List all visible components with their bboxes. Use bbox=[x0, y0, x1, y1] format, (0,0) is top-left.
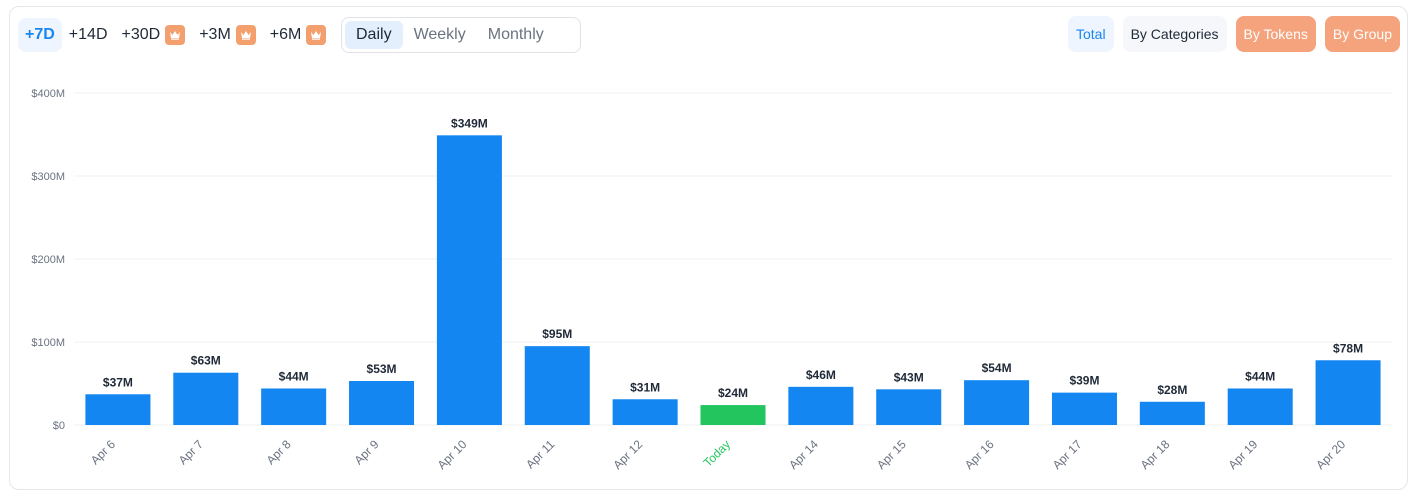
range-14d-button[interactable]: +14D bbox=[62, 18, 115, 52]
range-selector: +7D +14D +30D +3M +6M bbox=[18, 18, 333, 52]
period-monthly-tab[interactable]: Monthly bbox=[487, 26, 544, 43]
bar[interactable] bbox=[1315, 360, 1381, 425]
period-daily-tab[interactable]: Daily bbox=[345, 21, 403, 49]
x-tick-label: Apr 8 bbox=[264, 437, 294, 467]
bar[interactable] bbox=[700, 405, 766, 425]
bar-value-label: $95M bbox=[542, 327, 572, 341]
bar[interactable] bbox=[85, 394, 151, 425]
x-tick-label: Apr 11 bbox=[523, 437, 558, 472]
bar[interactable] bbox=[612, 399, 678, 425]
x-tick-label: Apr 7 bbox=[176, 437, 206, 467]
x-tick-label: Apr 14 bbox=[786, 437, 821, 472]
x-tick-label: Apr 19 bbox=[1225, 437, 1260, 472]
x-tick-label: Apr 12 bbox=[610, 437, 645, 472]
range-label: +3M bbox=[199, 26, 231, 43]
crown-icon bbox=[306, 25, 327, 45]
x-tick-label: Apr 17 bbox=[1050, 437, 1085, 472]
bar[interactable] bbox=[1227, 388, 1293, 425]
bar-value-label: $349M bbox=[451, 116, 488, 130]
bar-value-label: $24M bbox=[718, 386, 748, 400]
bar[interactable] bbox=[436, 135, 502, 425]
view-by-tokens-button[interactable]: By Tokens bbox=[1235, 16, 1316, 52]
bar[interactable] bbox=[524, 346, 590, 425]
y-tick-label: $200M bbox=[31, 254, 65, 266]
x-tick-label: Apr 20 bbox=[1313, 437, 1348, 472]
range-label: +7D bbox=[25, 26, 55, 43]
x-tick-label: Apr 9 bbox=[351, 437, 381, 467]
y-tick-label: $400M bbox=[31, 88, 65, 100]
range-label: +14D bbox=[68, 26, 108, 43]
x-tick-label: Apr 18 bbox=[1138, 437, 1173, 472]
bar[interactable] bbox=[1139, 401, 1205, 425]
bar[interactable] bbox=[788, 386, 854, 425]
x-tick-label: Apr 6 bbox=[88, 437, 118, 467]
bar-value-label: $63M bbox=[191, 354, 221, 368]
bar-value-label: $39M bbox=[1069, 374, 1099, 388]
bar-value-label: $44M bbox=[1245, 369, 1275, 383]
y-tick-label: $100M bbox=[31, 337, 65, 349]
range-7d-button[interactable]: +7D bbox=[18, 18, 62, 52]
bar[interactable] bbox=[1051, 392, 1117, 425]
bar-value-label: $44M bbox=[279, 369, 309, 383]
crown-icon bbox=[235, 25, 256, 45]
period-weekly-tab[interactable]: Weekly bbox=[413, 26, 466, 43]
x-tick-label: Today bbox=[701, 437, 734, 470]
x-tick-label: Apr 15 bbox=[874, 437, 909, 472]
bar-value-label: $46M bbox=[806, 368, 836, 382]
x-tick-label: Apr 16 bbox=[962, 437, 997, 472]
bar[interactable] bbox=[173, 372, 239, 425]
x-tick-label: Apr 10 bbox=[435, 437, 470, 472]
y-tick-label: $0 bbox=[53, 420, 65, 432]
bar[interactable] bbox=[349, 381, 415, 425]
bar[interactable] bbox=[876, 389, 942, 425]
view-by-group-button[interactable]: By Group bbox=[1324, 16, 1400, 52]
range-label: +6M bbox=[269, 26, 302, 43]
view-total-button[interactable]: Total bbox=[1068, 16, 1114, 52]
range-3m-button[interactable]: +3M bbox=[192, 18, 263, 52]
range-label: +30D bbox=[121, 26, 161, 43]
range-6m-button[interactable]: +6M bbox=[263, 18, 334, 52]
bar-value-label: $37M bbox=[103, 375, 133, 389]
bar-value-label: $43M bbox=[894, 370, 924, 384]
y-tick-label: $300M bbox=[31, 171, 65, 183]
bar-value-label: $53M bbox=[367, 362, 397, 376]
bar-value-label: $31M bbox=[630, 380, 660, 394]
crown-icon bbox=[165, 25, 186, 45]
bar-value-label: $54M bbox=[982, 361, 1012, 375]
bar-value-label: $28M bbox=[1157, 383, 1187, 397]
range-30d-button[interactable]: +30D bbox=[115, 18, 193, 52]
bar[interactable] bbox=[964, 380, 1030, 425]
bar[interactable] bbox=[261, 388, 327, 425]
period-toggle: Daily Weekly Monthly bbox=[341, 17, 581, 53]
view-by-categories-button[interactable]: By Categories bbox=[1122, 16, 1227, 52]
view-selector: Total By Categories By Tokens By Group bbox=[1068, 16, 1400, 52]
bar-value-label: $78M bbox=[1333, 341, 1363, 355]
